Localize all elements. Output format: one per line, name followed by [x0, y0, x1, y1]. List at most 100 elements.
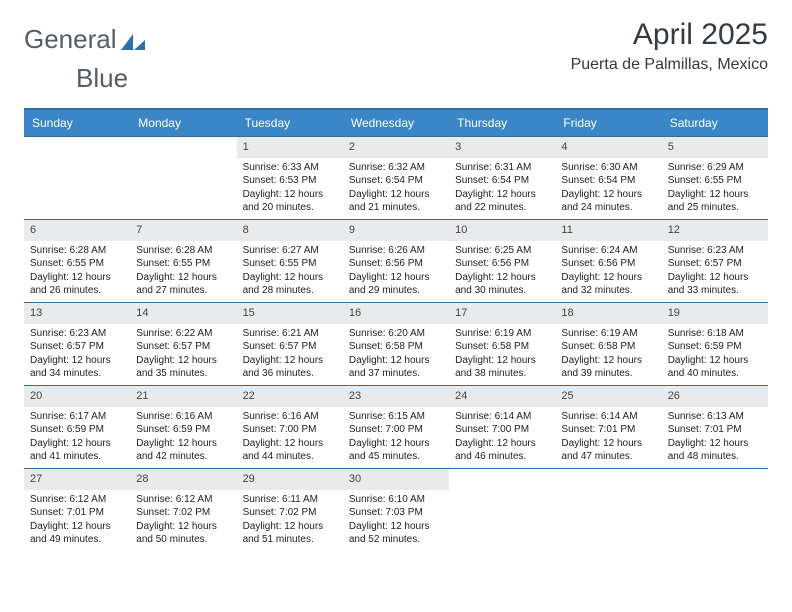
sunrise-line: Sunrise: 6:17 AM	[30, 410, 124, 424]
week-row: 6Sunrise: 6:28 AMSunset: 6:55 PMDaylight…	[24, 219, 768, 302]
sunrise-line: Sunrise: 6:29 AM	[668, 161, 762, 175]
weekday-wednesday: Wednesday	[343, 110, 449, 136]
sunrise-line: Sunrise: 6:11 AM	[243, 493, 337, 507]
daylight-line: Daylight: 12 hours and 40 minutes.	[668, 354, 762, 381]
sunrise-line: Sunrise: 6:22 AM	[136, 327, 230, 341]
sunset-line: Sunset: 6:54 PM	[349, 174, 443, 188]
daylight-line: Daylight: 12 hours and 45 minutes.	[349, 437, 443, 464]
sunrise-line: Sunrise: 6:28 AM	[30, 244, 124, 258]
daylight-line: Daylight: 12 hours and 27 minutes.	[136, 271, 230, 298]
sunset-line: Sunset: 7:02 PM	[243, 506, 337, 520]
day-number: 28	[130, 469, 236, 490]
daylight-line: Daylight: 12 hours and 48 minutes.	[668, 437, 762, 464]
day-number: 22	[237, 386, 343, 407]
week-row: ..1Sunrise: 6:33 AMSunset: 6:53 PMDaylig…	[24, 136, 768, 219]
brand-name-a: General	[24, 24, 117, 55]
sunset-line: Sunset: 6:55 PM	[668, 174, 762, 188]
day-cell: 16Sunrise: 6:20 AMSunset: 6:58 PMDayligh…	[343, 303, 449, 385]
sunrise-line: Sunrise: 6:13 AM	[668, 410, 762, 424]
day-cell: 23Sunrise: 6:15 AMSunset: 7:00 PMDayligh…	[343, 386, 449, 468]
daylight-line: Daylight: 12 hours and 30 minutes.	[455, 271, 549, 298]
daylight-line: Daylight: 12 hours and 44 minutes.	[243, 437, 337, 464]
day-cell: 18Sunrise: 6:19 AMSunset: 6:58 PMDayligh…	[555, 303, 661, 385]
sunset-line: Sunset: 6:56 PM	[561, 257, 655, 271]
day-cell: 20Sunrise: 6:17 AMSunset: 6:59 PMDayligh…	[24, 386, 130, 468]
day-cell: 30 Sunrise: 6:10 AMSunset: 7:03 PMDayligh…	[343, 469, 449, 551]
sunrise-line: Sunrise: 6:19 AM	[455, 327, 549, 341]
day-cell: 25Sunrise: 6:14 AMSunset: 7:01 PMDayligh…	[555, 386, 661, 468]
day-cell-empty: .	[449, 469, 555, 551]
sunrise-line: Sunrise: 6:24 AM	[561, 244, 655, 258]
weekday-friday: Friday	[555, 110, 661, 136]
sunset-line: Sunset: 7:03 PM	[349, 506, 443, 520]
sunrise-line: Sunrise: 6:21 AM	[243, 327, 337, 341]
daylight-line: Daylight: 12 hours and 34 minutes.	[30, 354, 124, 381]
title-block: April 2025 Puerta de Palmillas, Mexico	[571, 18, 768, 74]
day-cell: 10Sunrise: 6:25 AMSunset: 6:56 PMDayligh…	[449, 220, 555, 302]
day-cell: 28Sunrise: 6:12 AMSunset: 7:02 PMDayligh…	[130, 469, 236, 551]
sunrise-line: Sunrise: 6:32 AM	[349, 161, 443, 175]
day-number: 17	[449, 303, 555, 324]
day-number: 15	[237, 303, 343, 324]
weeks-container: ..1Sunrise: 6:33 AMSunset: 6:53 PMDaylig…	[24, 136, 768, 551]
brand-logo: General	[24, 18, 147, 55]
day-number: 21	[130, 386, 236, 407]
day-number: 16	[343, 303, 449, 324]
day-cell-empty: .	[130, 137, 236, 219]
sunset-line: Sunset: 7:01 PM	[30, 506, 124, 520]
daylight-line: Daylight: 12 hours and 35 minutes.	[136, 354, 230, 381]
sunset-line: Sunset: 6:56 PM	[455, 257, 549, 271]
sunrise-line: Sunrise: 6:19 AM	[561, 327, 655, 341]
sunset-line: Sunset: 6:57 PM	[243, 340, 337, 354]
day-number: 5	[662, 137, 768, 158]
day-number: 24	[449, 386, 555, 407]
sunrise-line: Sunrise: 6:12 AM	[136, 493, 230, 507]
day-cell: 14Sunrise: 6:22 AMSunset: 6:57 PMDayligh…	[130, 303, 236, 385]
sunset-line: Sunset: 6:59 PM	[668, 340, 762, 354]
day-number: 19	[662, 303, 768, 324]
day-cell: 6Sunrise: 6:28 AMSunset: 6:55 PMDaylight…	[24, 220, 130, 302]
daylight-line: Daylight: 12 hours and 22 minutes.	[455, 188, 549, 215]
sunrise-line: Sunrise: 6:23 AM	[30, 327, 124, 341]
page: General April 2025 Puerta de Palmillas, …	[0, 0, 792, 551]
day-cell: 12Sunrise: 6:23 AMSunset: 6:57 PMDayligh…	[662, 220, 768, 302]
sunset-line: Sunset: 6:53 PM	[243, 174, 337, 188]
daylight-line: Daylight: 12 hours and 28 minutes.	[243, 271, 337, 298]
day-number: 8	[237, 220, 343, 241]
day-cell-empty: .	[555, 469, 661, 551]
daylight-line: Daylight: 12 hours and 33 minutes.	[668, 271, 762, 298]
weekday-sunday: Sunday	[24, 110, 130, 136]
daylight-line: Daylight: 12 hours and 52 minutes.	[349, 520, 443, 547]
day-number: 23	[343, 386, 449, 407]
daylight-line: Daylight: 12 hours and 38 minutes.	[455, 354, 549, 381]
day-cell: 22Sunrise: 6:16 AMSunset: 7:00 PMDayligh…	[237, 386, 343, 468]
day-number: 14	[130, 303, 236, 324]
day-number: 1	[237, 137, 343, 158]
daylight-line: Daylight: 12 hours and 36 minutes.	[243, 354, 337, 381]
sunrise-line: Sunrise: 6:25 AM	[455, 244, 549, 258]
sunset-line: Sunset: 6:54 PM	[455, 174, 549, 188]
day-number: 7	[130, 220, 236, 241]
day-number: 30	[343, 469, 449, 490]
daylight-line: Daylight: 12 hours and 39 minutes.	[561, 354, 655, 381]
day-cell: 9Sunrise: 6:26 AMSunset: 6:56 PMDaylight…	[343, 220, 449, 302]
week-row: 27Sunrise: 6:12 AMSunset: 7:01 PMDayligh…	[24, 468, 768, 551]
weekday-tuesday: Tuesday	[237, 110, 343, 136]
sunset-line: Sunset: 7:01 PM	[668, 423, 762, 437]
day-cell: 15 Sunrise: 6:21 AMSunset: 6:57 PMDayligh…	[237, 303, 343, 385]
sunset-line: Sunset: 6:57 PM	[668, 257, 762, 271]
sunrise-line: Sunrise: 6:12 AM	[30, 493, 124, 507]
day-number: 20	[24, 386, 130, 407]
sunrise-line: Sunrise: 6:14 AM	[561, 410, 655, 424]
day-number: 26	[662, 386, 768, 407]
sunrise-line: Sunrise: 6:33 AM	[243, 161, 337, 175]
month-title: April 2025	[571, 18, 768, 52]
sunrise-line: Sunrise: 6:20 AM	[349, 327, 443, 341]
week-row: 13Sunrise: 6:23 AMSunset: 6:57 PMDayligh…	[24, 302, 768, 385]
day-number: 9	[343, 220, 449, 241]
daylight-line: Daylight: 12 hours and 25 minutes.	[668, 188, 762, 215]
sunrise-line: Sunrise: 6:18 AM	[668, 327, 762, 341]
sunrise-line: Sunrise: 6:26 AM	[349, 244, 443, 258]
sunrise-line: Sunrise: 6:10 AM	[349, 493, 443, 507]
location: Puerta de Palmillas, Mexico	[571, 56, 768, 74]
